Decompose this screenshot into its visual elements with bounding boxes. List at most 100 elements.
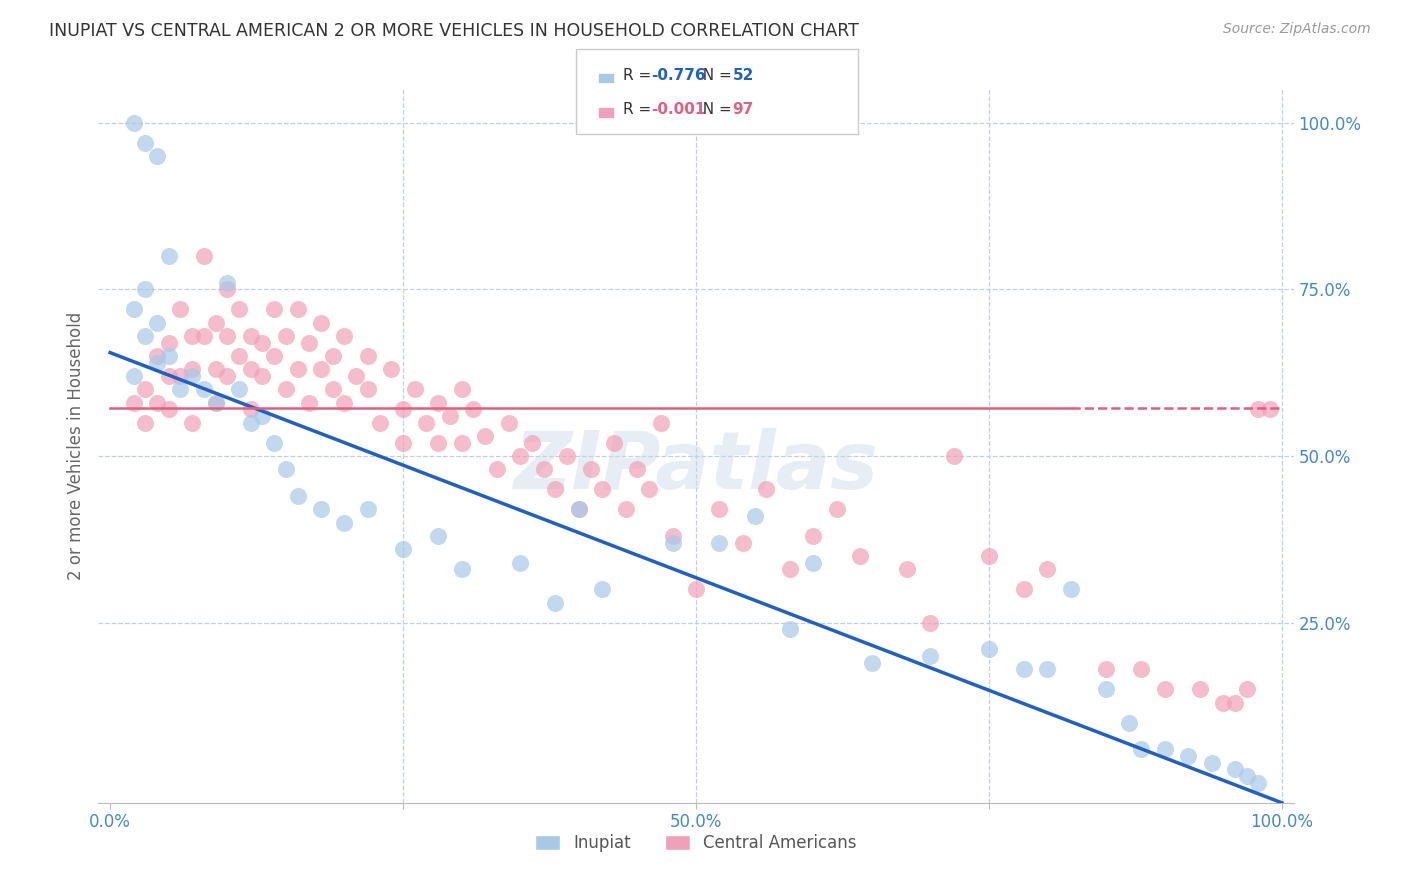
Point [146, 316, 169, 330]
Text: INUPIAT VS CENTRAL AMERICAN 2 OR MORE VEHICLES IN HOUSEHOLD CORRELATION CHART: INUPIAT VS CENTRAL AMERICAN 2 OR MORE VE… [49, 22, 859, 40]
Point [217, 276, 239, 290]
Point [217, 368, 239, 383]
Point [134, 282, 156, 296]
Point [463, 402, 485, 417]
Point [1130, 662, 1153, 676]
Text: N =: N = [693, 102, 737, 117]
Point [755, 483, 778, 497]
Point [157, 368, 180, 383]
Point [309, 316, 332, 330]
Point [157, 402, 180, 417]
Y-axis label: 2 or more Vehicles in Household: 2 or more Vehicles in Household [66, 312, 84, 580]
Point [825, 502, 848, 516]
Point [415, 416, 437, 430]
Point [450, 382, 472, 396]
Point [427, 395, 450, 409]
Point [298, 395, 321, 409]
Point [427, 435, 450, 450]
Point [287, 489, 309, 503]
Point [239, 362, 262, 376]
Point [263, 349, 285, 363]
Point [1223, 763, 1246, 777]
Point [322, 349, 344, 363]
Point [920, 649, 942, 664]
Point [217, 329, 239, 343]
Point [1212, 696, 1234, 710]
Point [193, 249, 215, 263]
Point [474, 429, 496, 443]
Point [204, 362, 226, 376]
Point [779, 562, 801, 576]
Point [779, 623, 801, 637]
Point [638, 483, 661, 497]
Point [169, 382, 191, 396]
Point [122, 302, 145, 317]
Point [427, 529, 450, 543]
Point [252, 335, 274, 350]
Point [146, 349, 169, 363]
Point [181, 329, 204, 343]
Point [1012, 662, 1035, 676]
Text: 52: 52 [733, 68, 754, 83]
Point [568, 502, 591, 516]
Point [1201, 756, 1223, 770]
Point [134, 329, 156, 343]
Point [1153, 742, 1175, 756]
Point [920, 615, 942, 630]
Point [849, 549, 872, 563]
Point [977, 549, 1000, 563]
Text: -0.001: -0.001 [651, 102, 706, 117]
Point [204, 395, 226, 409]
Point [239, 402, 262, 417]
Text: R =: R = [623, 102, 657, 117]
Point [204, 316, 226, 330]
Point [134, 136, 156, 150]
Point [333, 516, 356, 530]
Point [1247, 402, 1270, 417]
Point [392, 542, 415, 557]
Point [298, 335, 321, 350]
Point [661, 529, 683, 543]
Point [1012, 582, 1035, 597]
Point [322, 382, 344, 396]
Point [650, 416, 672, 430]
Point [801, 529, 824, 543]
Point [169, 368, 191, 383]
Point [274, 329, 297, 343]
Point [146, 395, 169, 409]
Point [626, 462, 648, 476]
Point [368, 416, 391, 430]
Point [591, 483, 613, 497]
Point [146, 356, 169, 370]
Point [685, 582, 707, 597]
Point [122, 395, 145, 409]
Point [661, 535, 683, 549]
Point [801, 556, 824, 570]
Point [204, 395, 226, 409]
Point [509, 449, 531, 463]
Point [181, 362, 204, 376]
Point [169, 302, 191, 317]
Point [1036, 662, 1059, 676]
Text: ZIPatlas: ZIPatlas [513, 428, 879, 507]
Point [544, 596, 567, 610]
Point [357, 349, 380, 363]
Point [533, 462, 555, 476]
Text: 97: 97 [733, 102, 754, 117]
Text: R =: R = [623, 68, 657, 83]
Point [1036, 562, 1059, 576]
Point [1153, 682, 1175, 697]
Point [709, 535, 731, 549]
Point [228, 302, 250, 317]
Point [217, 282, 239, 296]
Point [380, 362, 402, 376]
Point [603, 435, 626, 450]
Point [1236, 682, 1258, 697]
Point [1118, 715, 1140, 730]
Point [239, 329, 262, 343]
Point [439, 409, 461, 423]
Point [157, 335, 180, 350]
Point [555, 449, 578, 463]
Point [1130, 742, 1153, 756]
Point [744, 509, 766, 524]
